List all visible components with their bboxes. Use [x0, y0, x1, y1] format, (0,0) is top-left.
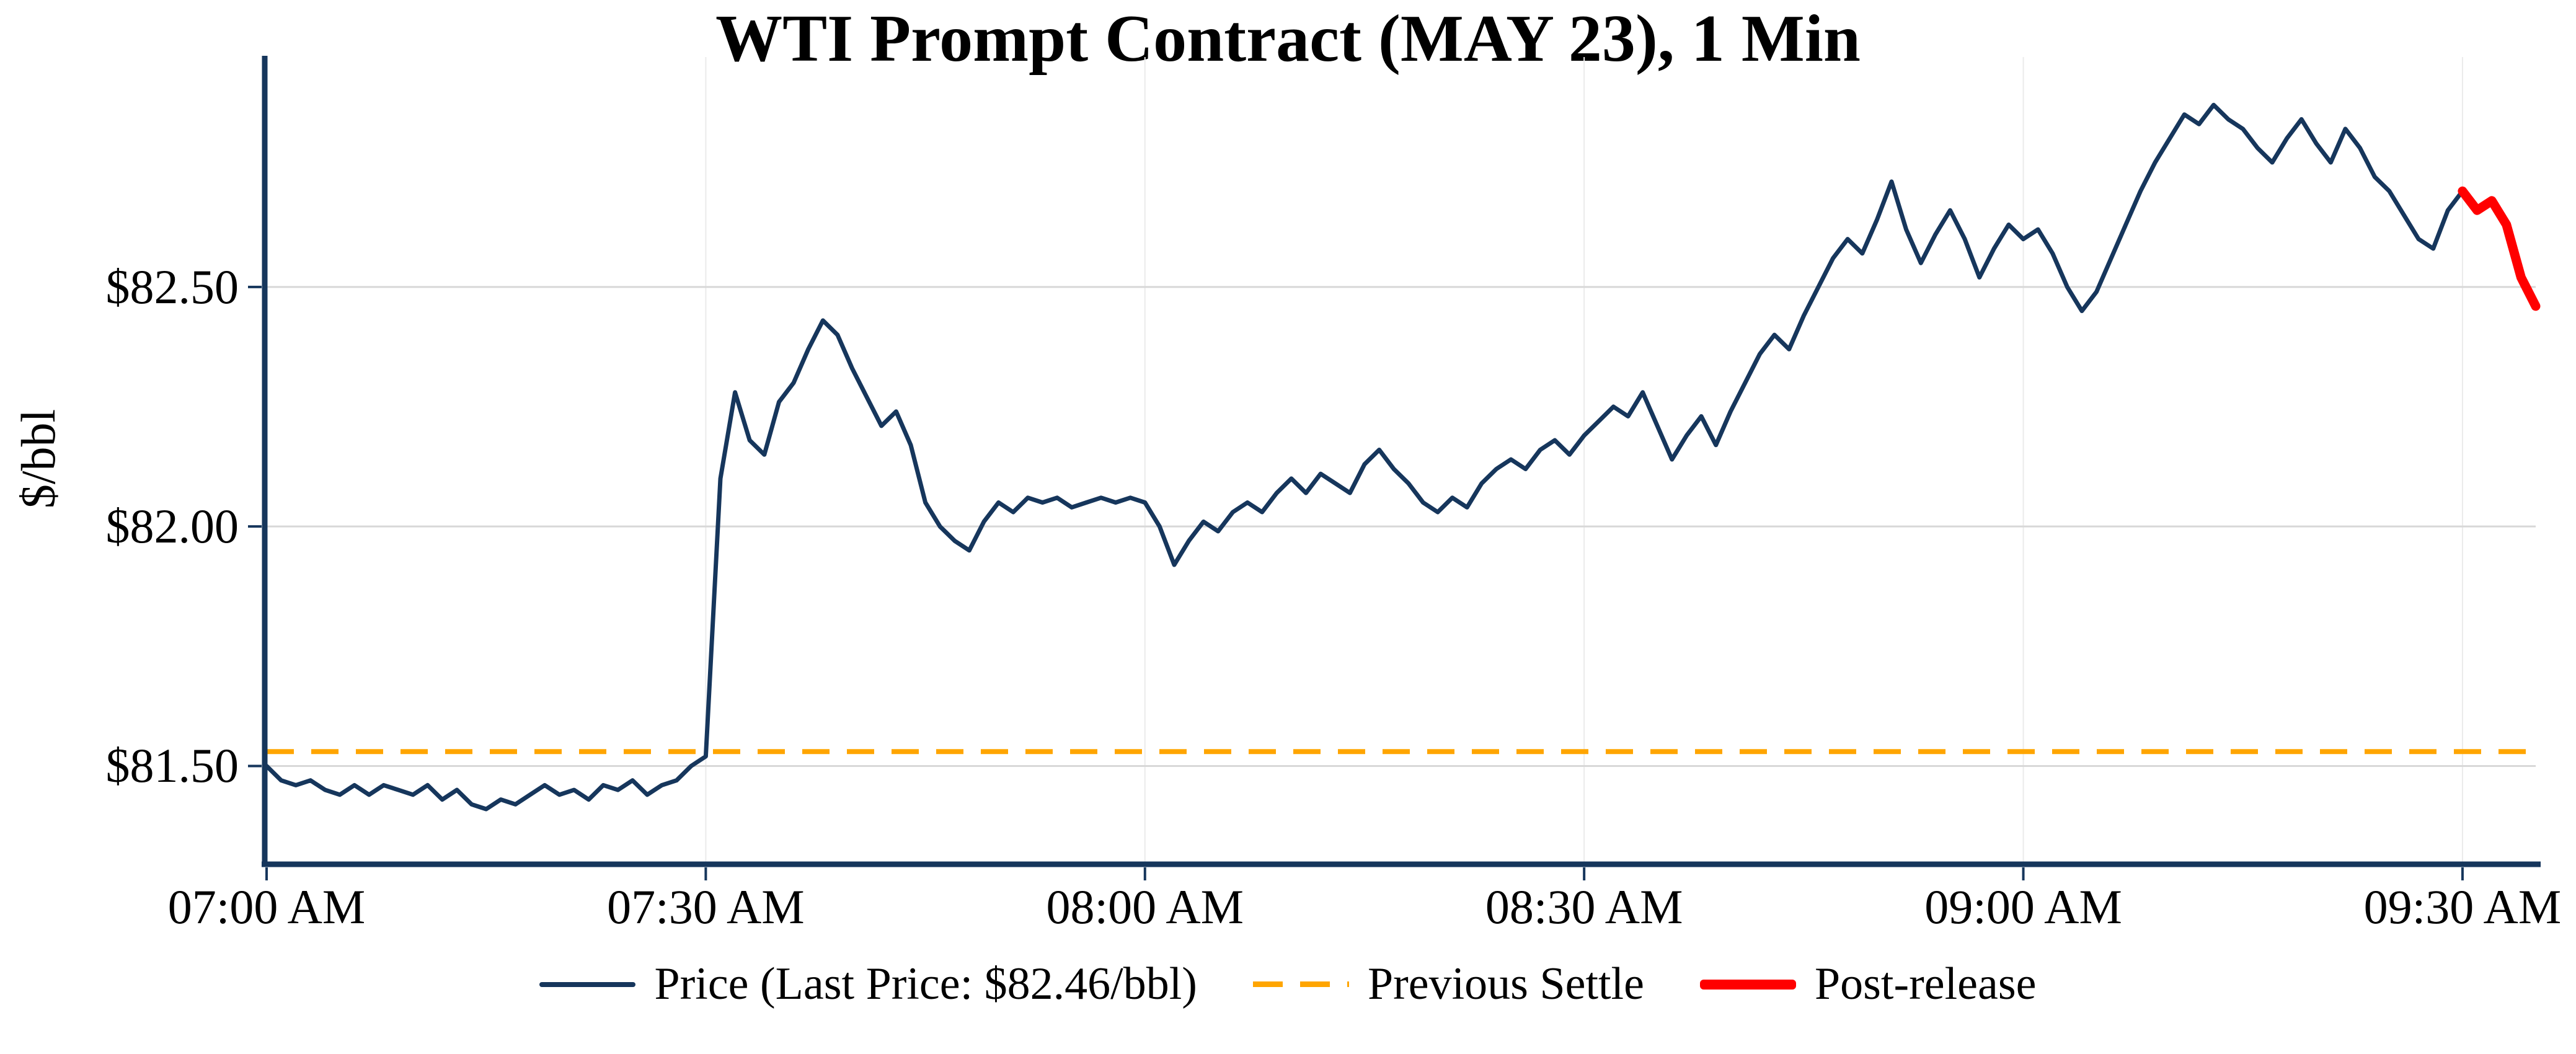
- x-tick-label: 07:00 AM: [167, 880, 366, 934]
- post-release-line: [2458, 186, 2541, 311]
- price-line: [264, 102, 2465, 812]
- x-tick-label: 09:00 AM: [1924, 880, 2122, 934]
- post-release-swatch: [1699, 979, 1796, 990]
- x-tick-label: 09:30 AM: [2363, 880, 2562, 934]
- x-tick-label: 08:30 AM: [1485, 880, 1683, 934]
- x-tick-label: 08:00 AM: [1046, 880, 1244, 934]
- legend-label-post-release: Post-release: [1814, 959, 2037, 1009]
- legend-item-post-release: Post-release: [1699, 958, 2037, 1011]
- legend-label-price: Price (Last Price: $82.46/bbl): [654, 959, 1197, 1009]
- y-tick-label: $82.00: [105, 499, 239, 554]
- legend-item-previous-settle: Previous Settle: [1252, 958, 1644, 1011]
- price-line-swatch: [539, 981, 636, 987]
- y-tick-label: $81.50: [105, 738, 239, 793]
- x-tick-label: 07:30 AM: [607, 880, 805, 934]
- previous-settle-swatch: [1252, 981, 1349, 987]
- chart-legend: Price (Last Price: $82.46/bbl) Previous …: [0, 958, 2576, 1011]
- chart-title: WTI Prompt Contract (MAY 23), 1 Min: [715, 2, 1861, 76]
- legend-label-previous-settle: Previous Settle: [1367, 959, 1644, 1009]
- legend-item-price: Price (Last Price: $82.46/bbl): [539, 958, 1197, 1011]
- y-tick-label: $82.50: [105, 259, 239, 314]
